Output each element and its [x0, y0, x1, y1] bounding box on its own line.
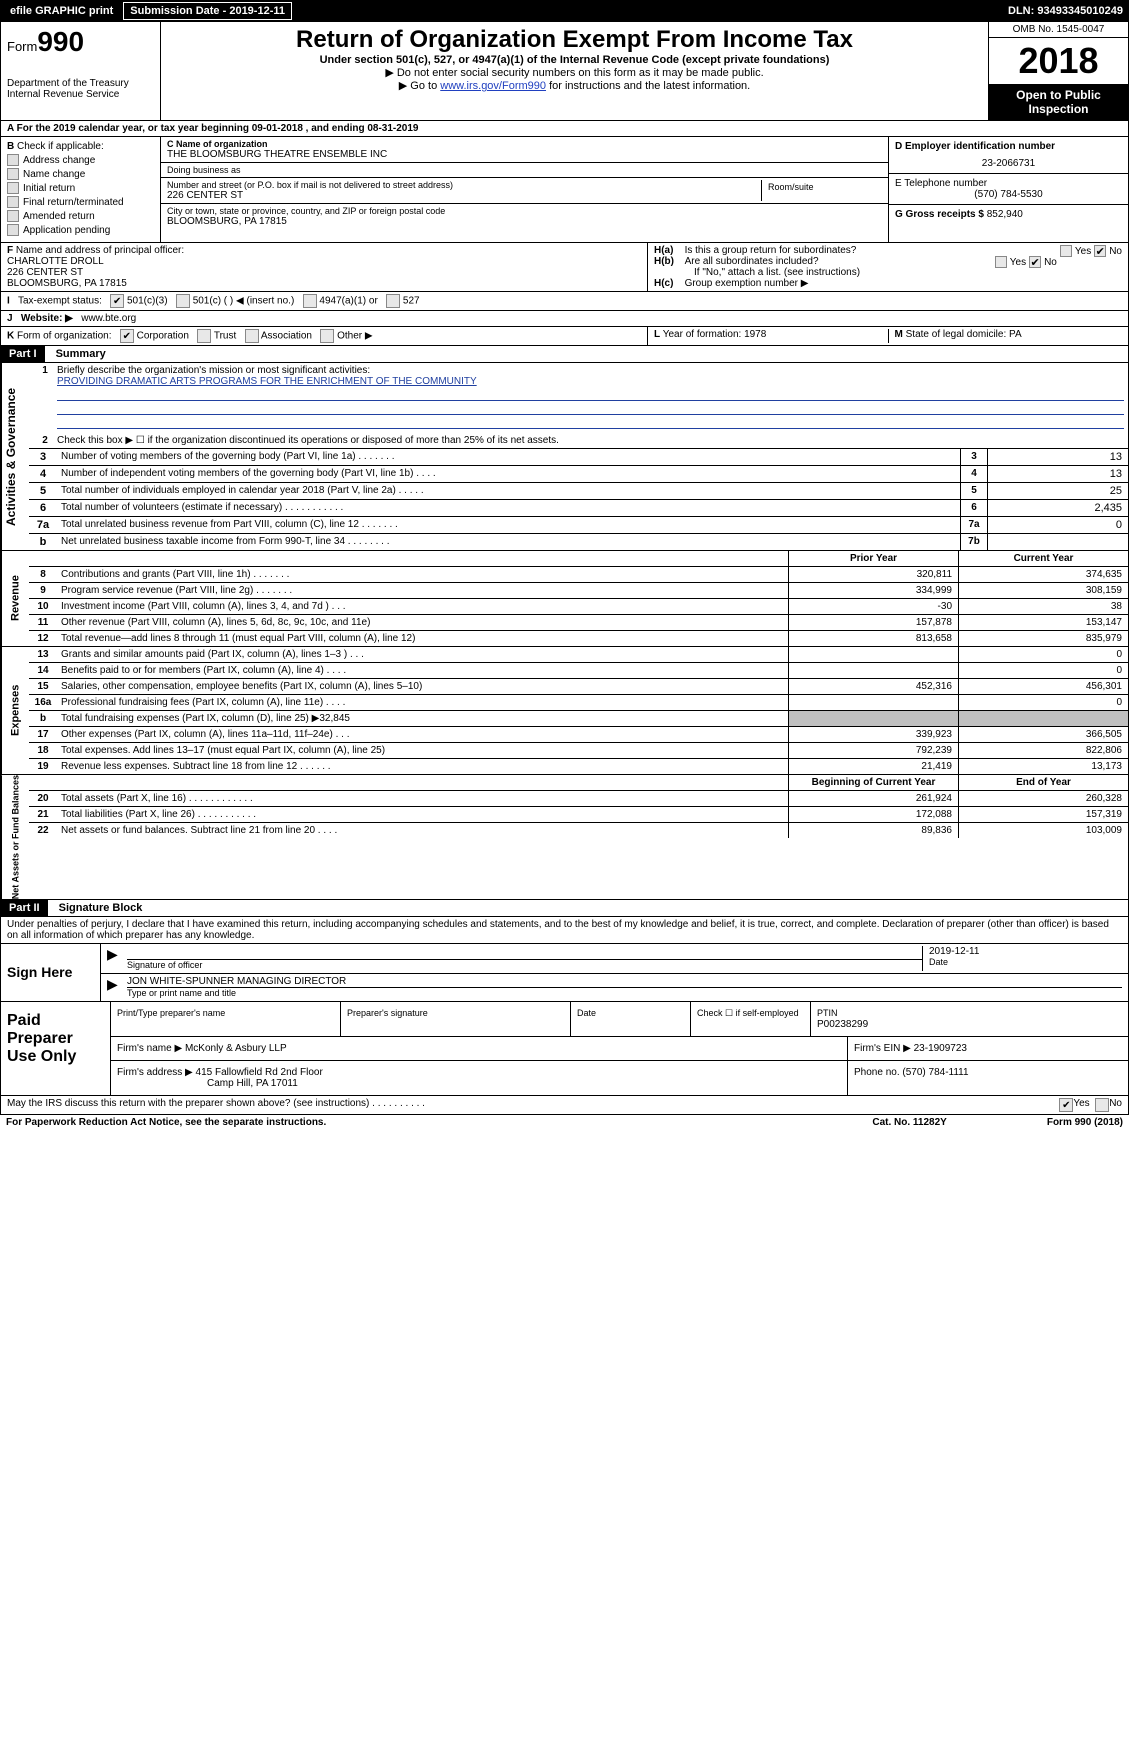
- city: BLOOMSBURG, PA 17815: [167, 216, 882, 227]
- signer-name: JON WHITE-SPUNNER MANAGING DIRECTOR: [127, 976, 1122, 988]
- fin-line-13: 13Grants and similar amounts paid (Part …: [29, 647, 1128, 663]
- fin-line-8: 8Contributions and grants (Part VIII, li…: [29, 567, 1128, 583]
- gov-line-7a: 7aTotal unrelated business revenue from …: [29, 516, 1128, 533]
- fin-line-12: 12Total revenue—add lines 8 through 11 (…: [29, 631, 1128, 646]
- row-k-l-m: K Form of organization: ✔ Corporation Tr…: [0, 327, 1129, 346]
- year-formation: 1978: [744, 329, 766, 340]
- row-i: I Tax-exempt status: ✔ 501(c)(3) 501(c) …: [0, 292, 1129, 311]
- row-a: A For the 2019 calendar year, or tax yea…: [0, 121, 1129, 137]
- fin-line-9: 9Program service revenue (Part VIII, lin…: [29, 583, 1128, 599]
- paid-preparer-block: Paid Preparer Use Only Print/Type prepar…: [0, 1002, 1129, 1096]
- fin-line-22: 22Net assets or fund balances. Subtract …: [29, 823, 1128, 838]
- governance-label: Activities & Governance: [1, 363, 29, 550]
- gov-line-6: 6Total number of volunteers (estimate if…: [29, 499, 1128, 516]
- revenue-section: Revenue Prior Year Current Year 8Contrib…: [0, 551, 1129, 647]
- discuss-yes[interactable]: ✔: [1059, 1098, 1073, 1112]
- 527-check[interactable]: [386, 294, 400, 308]
- fin-line-16a: 16aProfessional fundraising fees (Part I…: [29, 695, 1128, 711]
- bottom-line: For Paperwork Reduction Act Notice, see …: [0, 1115, 1129, 1130]
- header-left: Form990 Department of the Treasury Inter…: [1, 22, 161, 120]
- ptin: P00238299: [817, 1019, 868, 1030]
- submission-date-box: Submission Date - 2019-12-11: [123, 2, 292, 20]
- omb-number: OMB No. 1545-0047: [989, 22, 1128, 38]
- part1-header: Part I Summary: [0, 346, 1129, 363]
- fin-line-11: 11Other revenue (Part VIII, column (A), …: [29, 615, 1128, 631]
- fin-line-19: 19Revenue less expenses. Subtract line 1…: [29, 759, 1128, 774]
- gov-line-5: 5Total number of individuals employed in…: [29, 482, 1128, 499]
- perjury-text: Under penalties of perjury, I declare th…: [0, 917, 1129, 944]
- gov-line-4: 4Number of independent voting members of…: [29, 465, 1128, 482]
- fin-line-20: 20Total assets (Part X, line 16) . . . .…: [29, 791, 1128, 807]
- hb-yes[interactable]: [995, 256, 1007, 268]
- assoc-check[interactable]: [245, 329, 259, 343]
- form-title: Return of Organization Exempt From Incom…: [167, 26, 982, 54]
- corp-check[interactable]: ✔: [120, 329, 134, 343]
- preparer-phone: (570) 784-1111: [902, 1067, 968, 1078]
- check-final-return-terminated[interactable]: Final return/terminated: [7, 196, 154, 208]
- hb-no[interactable]: ✔: [1029, 256, 1041, 268]
- 501c3-check[interactable]: ✔: [110, 294, 124, 308]
- header-center: Return of Organization Exempt From Incom…: [161, 22, 988, 120]
- gov-line-7b: bNet unrelated business taxable income f…: [29, 533, 1128, 550]
- fin-line-15: 15Salaries, other compensation, employee…: [29, 679, 1128, 695]
- netassets-section: Net Assets or Fund Balances Beginning of…: [0, 775, 1129, 900]
- col-c: C Name of organization THE BLOOMSBURG TH…: [161, 137, 888, 242]
- col-b: B Check if applicable: Address changeNam…: [1, 137, 161, 242]
- website-url: www.bte.org: [81, 313, 136, 324]
- fin-line-b: bTotal fundraising expenses (Part IX, co…: [29, 711, 1128, 727]
- other-check[interactable]: [320, 329, 334, 343]
- check-application-pending[interactable]: Application pending: [7, 224, 154, 236]
- col-d: D Employer identification number 23-2066…: [888, 137, 1128, 242]
- check-name-change[interactable]: Name change: [7, 168, 154, 180]
- domicile: PA: [1009, 329, 1022, 340]
- firm-name: McKonly & Asbury LLP: [185, 1043, 287, 1054]
- ha-yes[interactable]: [1060, 245, 1072, 257]
- efile-label: efile GRAPHIC print: [6, 3, 117, 19]
- 501c-check[interactable]: [176, 294, 190, 308]
- officer-name: CHARLOTTE DROLL: [7, 256, 104, 267]
- ein: 23-2066731: [895, 158, 1122, 169]
- section-bcd: B Check if applicable: Address changeNam…: [0, 137, 1129, 243]
- check-initial-return[interactable]: Initial return: [7, 182, 154, 194]
- fin-line-18: 18Total expenses. Add lines 13–17 (must …: [29, 743, 1128, 759]
- fin-line-21: 21Total liabilities (Part X, line 26) . …: [29, 807, 1128, 823]
- trust-check[interactable]: [197, 329, 211, 343]
- 4947-check[interactable]: [303, 294, 317, 308]
- check-amended-return[interactable]: Amended return: [7, 210, 154, 222]
- org-name: THE BLOOMSBURG THEATRE ENSEMBLE INC: [167, 149, 882, 160]
- fin-line-17: 17Other expenses (Part IX, column (A), l…: [29, 727, 1128, 743]
- irs-link[interactable]: www.irs.gov/Form990: [440, 80, 546, 92]
- check-address-change[interactable]: Address change: [7, 154, 154, 166]
- discuss-row: May the IRS discuss this return with the…: [0, 1096, 1129, 1115]
- ha-no[interactable]: ✔: [1094, 245, 1106, 257]
- gross-receipts: 852,940: [987, 209, 1023, 220]
- gov-line-3: 3Number of voting members of the governi…: [29, 448, 1128, 465]
- top-bar: efile GRAPHIC print Submission Date - 20…: [0, 0, 1129, 22]
- firm-ein: 23-1909723: [914, 1043, 967, 1054]
- sign-here-block: Sign Here ▶ Signature of officer 2019-12…: [0, 944, 1129, 1002]
- expenses-section: Expenses 13Grants and similar amounts pa…: [0, 647, 1129, 775]
- fin-line-14: 14Benefits paid to or for members (Part …: [29, 663, 1128, 679]
- governance-section: Activities & Governance 1 Briefly descri…: [0, 363, 1129, 551]
- mission-text: PROVIDING DRAMATIC ARTS PROGRAMS FOR THE…: [57, 376, 477, 387]
- open-public: Open to Public Inspection: [989, 84, 1128, 120]
- fin-line-10: 10Investment income (Part VIII, column (…: [29, 599, 1128, 615]
- header-right: OMB No. 1545-0047 2018 Open to Public In…: [988, 22, 1128, 120]
- dln-box: DLN: 93493345010249: [1008, 5, 1123, 17]
- discuss-no[interactable]: [1095, 1098, 1109, 1112]
- tax-year: 2018: [989, 38, 1128, 84]
- phone: (570) 784-5530: [895, 189, 1122, 200]
- row-j: J Website: ▶ www.bte.org: [0, 311, 1129, 327]
- header-row: Form990 Department of the Treasury Inter…: [0, 22, 1129, 121]
- part2-header: Part II Signature Block: [0, 900, 1129, 917]
- street: 226 CENTER ST: [167, 190, 761, 201]
- row-f-h: F Name and address of principal officer:…: [0, 243, 1129, 292]
